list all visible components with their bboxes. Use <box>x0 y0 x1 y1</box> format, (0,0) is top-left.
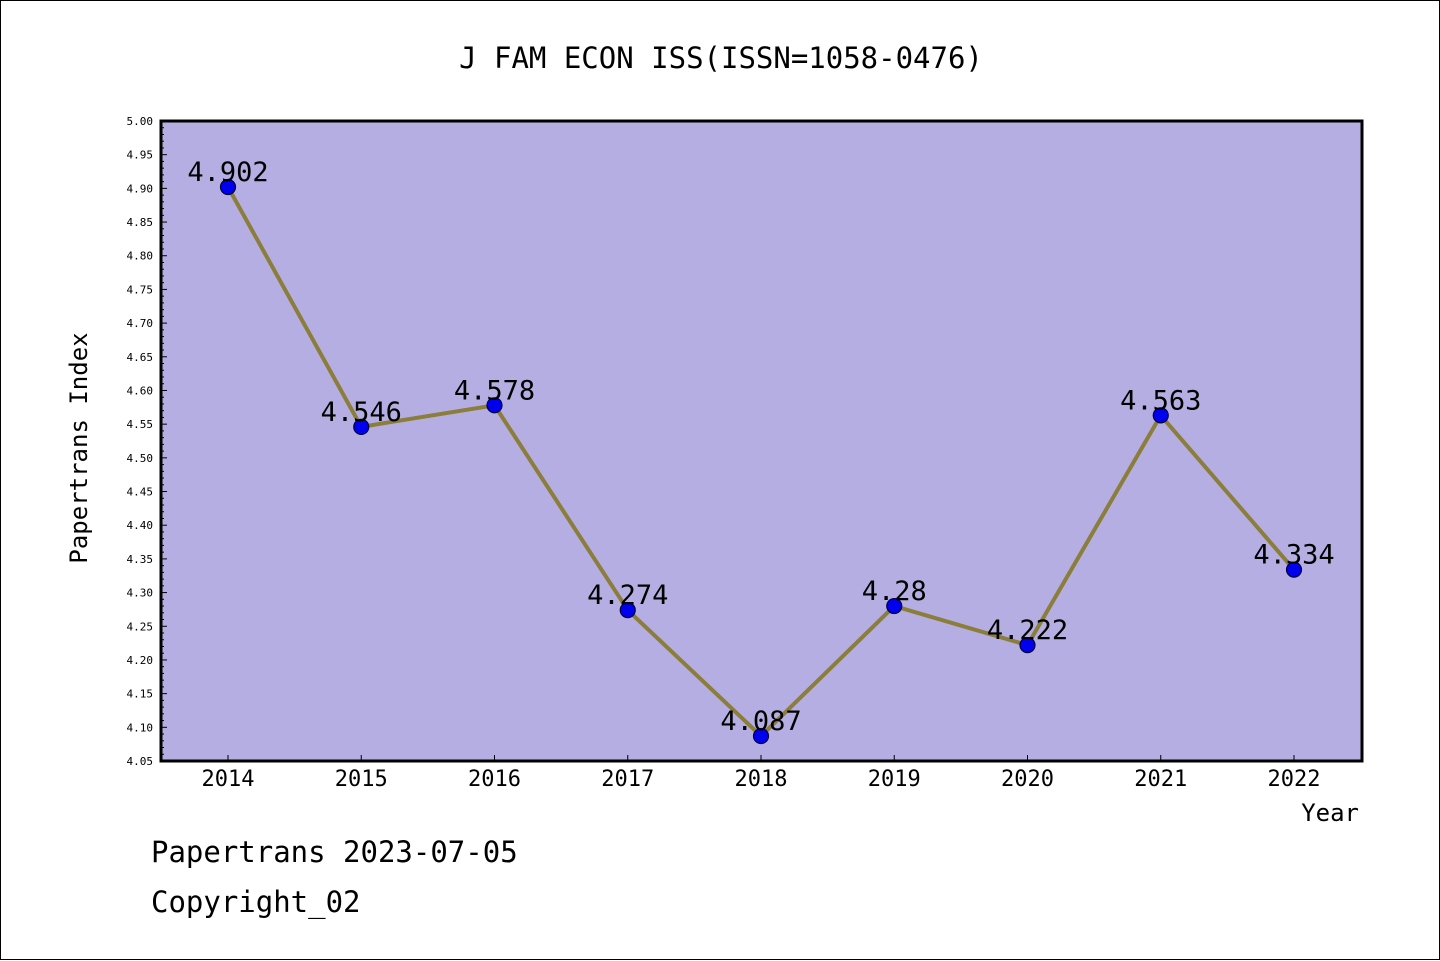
y-tick-label: 4.65 <box>127 351 154 364</box>
y-tick-label: 4.05 <box>127 755 154 768</box>
y-tick-label: 4.75 <box>127 283 154 296</box>
x-tick-label: 2021 <box>1134 767 1187 792</box>
y-tick-label: 4.50 <box>127 452 154 465</box>
data-point <box>486 397 503 414</box>
data-label: 4.274 <box>587 580 668 611</box>
chart-title: J FAM ECON ISS(ISSN=1058-0476) <box>459 41 983 75</box>
footer-copyright: Copyright_02 <box>151 885 361 919</box>
y-tick-label: 4.90 <box>127 182 154 195</box>
y-tick-label: 4.60 <box>127 384 154 397</box>
data-label: 4.902 <box>187 157 268 188</box>
y-tick-label: 4.95 <box>127 149 154 162</box>
y-tick-label: 4.55 <box>127 418 154 431</box>
x-tick-label: 2018 <box>735 767 788 792</box>
data-point <box>1152 407 1169 424</box>
y-tick-label: 5.00 <box>127 115 154 128</box>
data-label: 4.222 <box>987 615 1068 646</box>
data-label: 4.087 <box>720 706 801 737</box>
y-tick-label: 4.20 <box>127 654 154 667</box>
data-label: 4.563 <box>1120 385 1201 416</box>
y-axis-title: Papertrans Index <box>65 332 93 563</box>
y-tick-label: 4.15 <box>127 688 154 701</box>
x-tick-label: 2014 <box>202 767 255 792</box>
x-tick-label: 2019 <box>868 767 921 792</box>
x-tick-label: 2020 <box>1001 767 1054 792</box>
data-label: 4.334 <box>1253 540 1334 571</box>
y-tick-label: 4.80 <box>127 250 154 263</box>
data-label: 4.28 <box>862 576 927 607</box>
x-axis: 2014 2015 2016 2017 2018 2019 2020 2021 2022 <box>202 755 1321 792</box>
data-point <box>1285 561 1303 578</box>
footer-date: Papertrans 2023-07-05 <box>151 835 518 869</box>
data-labels: 4.902 4.546 4.578 4.274 4.087 4.28 4.222 4.563 4… <box>187 157 1334 737</box>
y-tick-label: 4.70 <box>127 317 154 330</box>
y-tick-label: 4.85 <box>127 216 154 229</box>
y-tick-label: 4.10 <box>127 721 154 734</box>
series-markers <box>219 178 1303 745</box>
data-label: 4.546 <box>321 397 402 428</box>
data-point <box>752 727 770 745</box>
data-point <box>886 597 903 615</box>
data-label: 4.578 <box>454 375 535 406</box>
data-point <box>619 601 636 619</box>
x-tick-label: 2017 <box>601 767 654 792</box>
data-point <box>219 178 237 196</box>
y-tick-label: 4.40 <box>127 519 154 532</box>
y-axis: 4.05 4.10 4.15 4.20 4.25 4.30 4.35 4.40 4.45 4.50… <box>127 115 167 768</box>
x-tick-label: 2016 <box>468 767 521 792</box>
x-axis-title: Year <box>1301 799 1359 827</box>
y-tick-label: 4.30 <box>127 587 154 600</box>
x-tick-label: 2015 <box>335 767 388 792</box>
data-point <box>1019 637 1036 654</box>
y-tick-label: 4.45 <box>127 486 154 499</box>
x-tick-label: 2022 <box>1268 767 1321 792</box>
y-tick-label: 4.35 <box>127 553 154 566</box>
plot-area <box>159 119 1364 763</box>
y-tick-label: 4.25 <box>127 620 154 633</box>
data-point <box>353 418 370 435</box>
